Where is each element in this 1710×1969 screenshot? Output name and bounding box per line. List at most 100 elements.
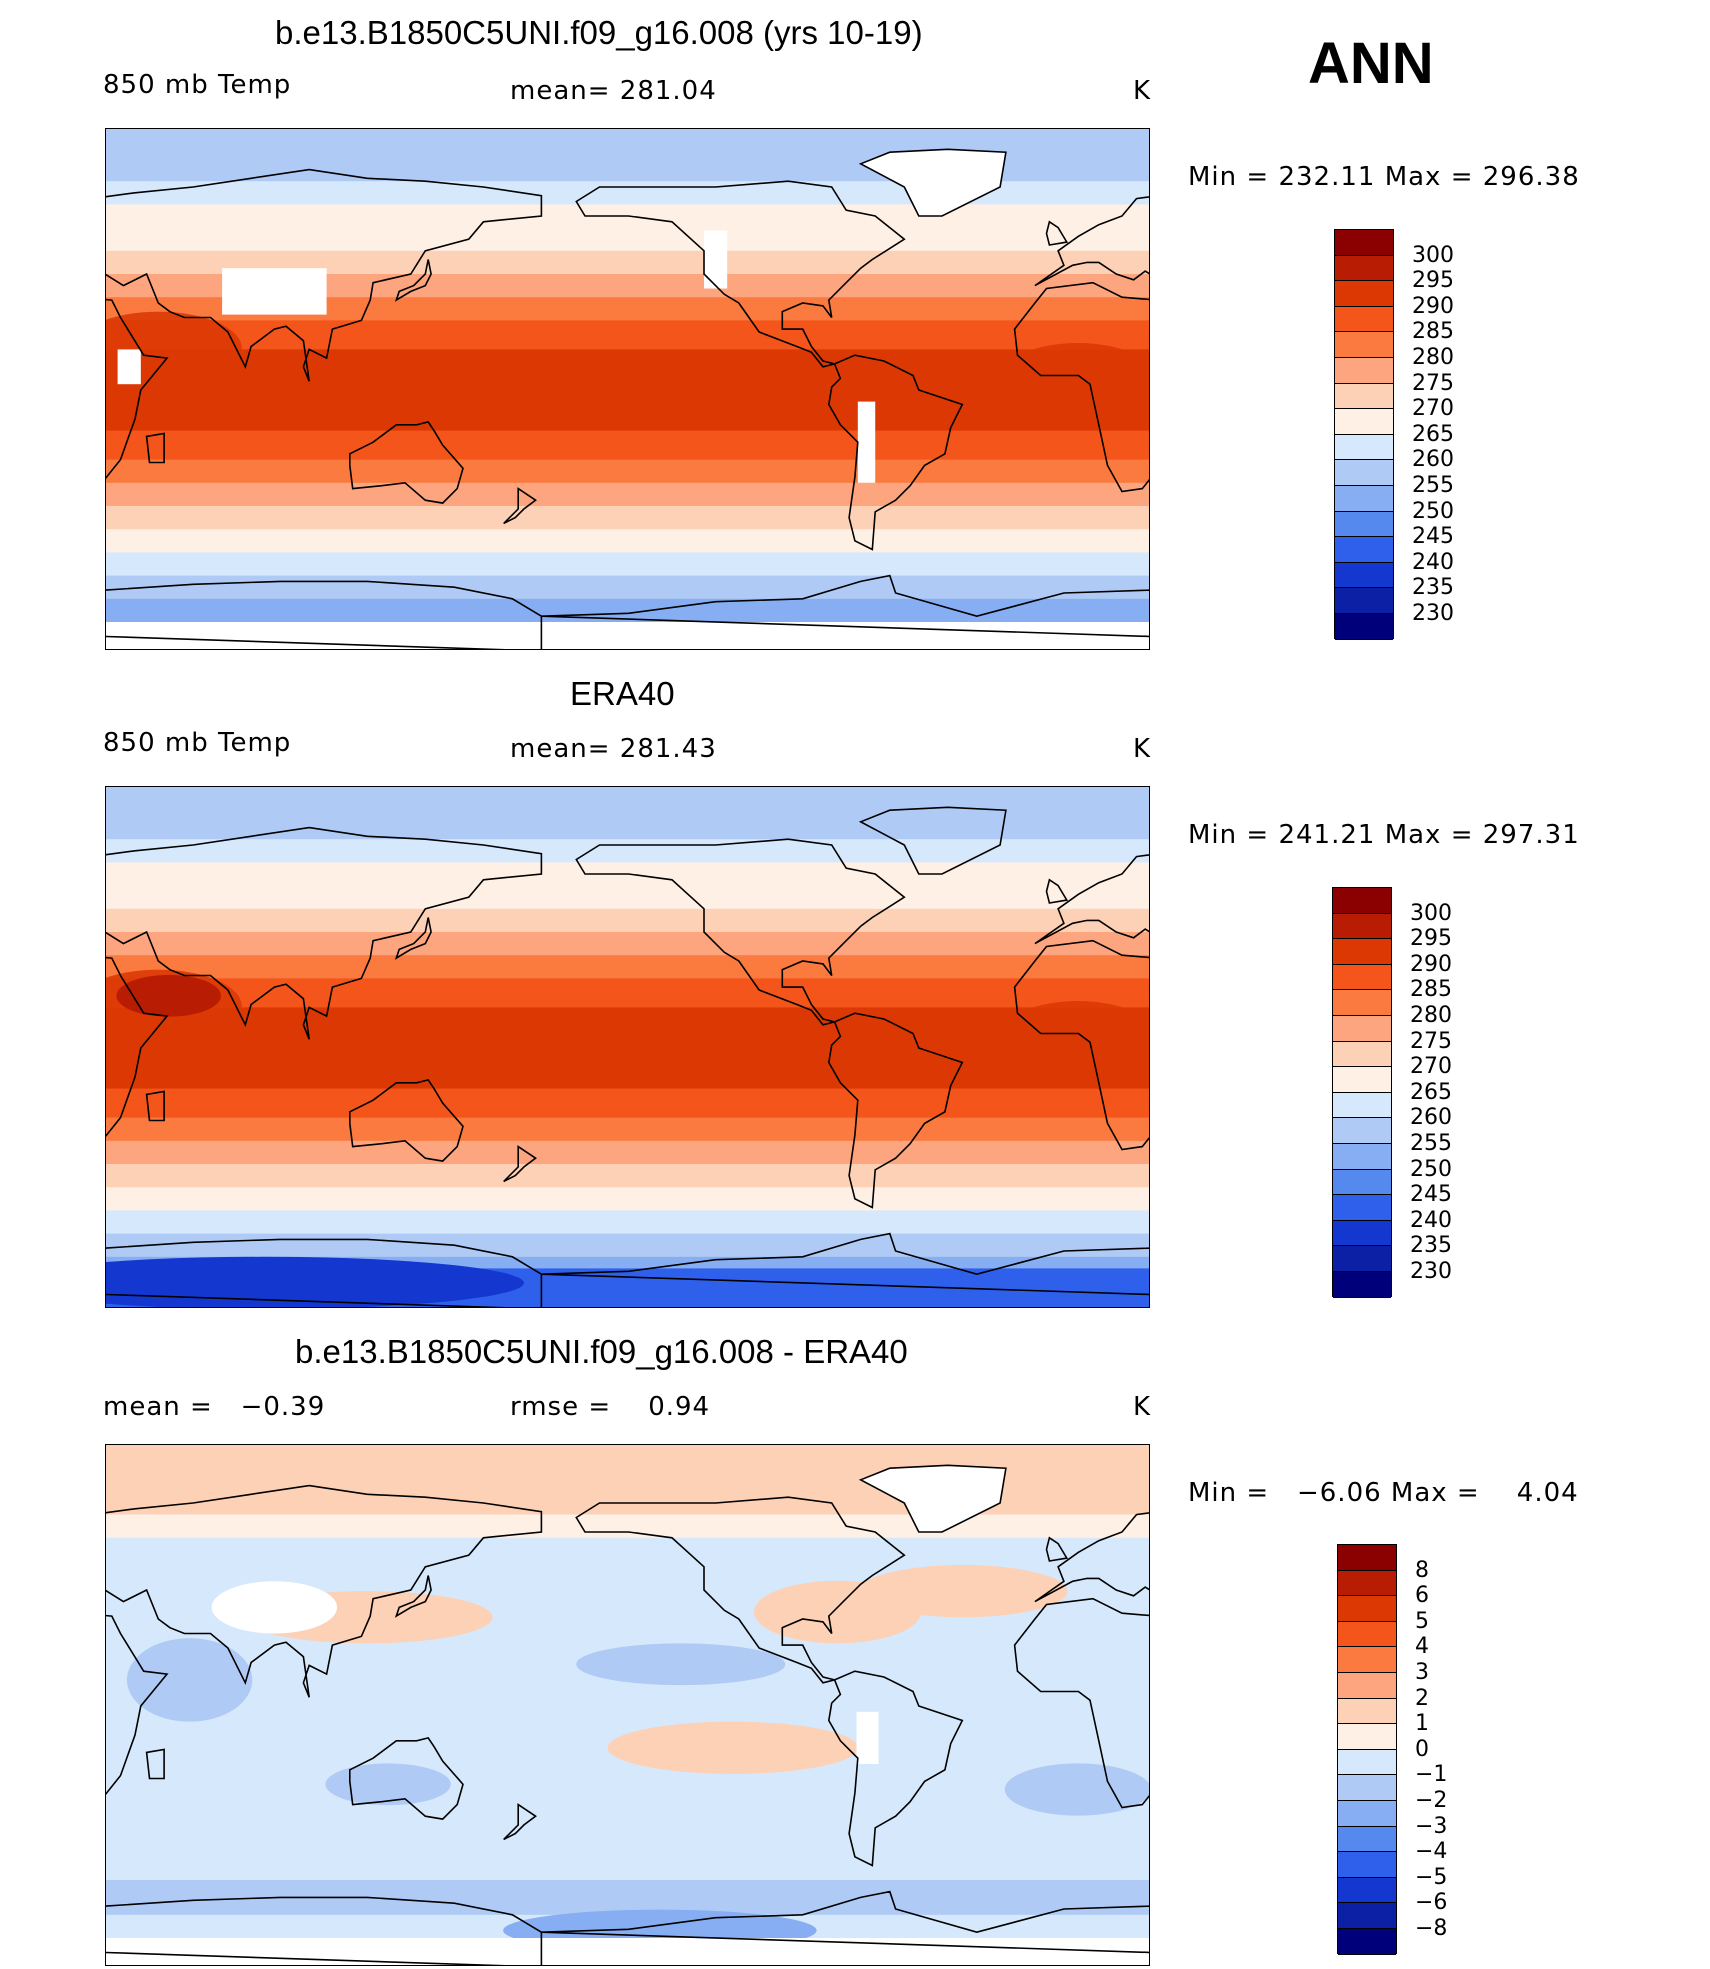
colorbar-swatch bbox=[1333, 1272, 1391, 1298]
colorbar-label: 295 bbox=[1412, 268, 1454, 294]
coastline-australia bbox=[349, 420, 464, 504]
colorbar-label: 5 bbox=[1415, 1608, 1429, 1634]
colorbar-swatch bbox=[1338, 1545, 1396, 1571]
panel-3-mean-label: mean = −0.39 bbox=[103, 1392, 326, 1422]
coastline-namerica bbox=[575, 838, 906, 1026]
panel-1-mean-label: mean= 281.04 bbox=[510, 76, 717, 106]
colorbar-label: 245 bbox=[1410, 1182, 1452, 1208]
coastline-africa bbox=[1013, 939, 1149, 1151]
colorbar-label: −6 bbox=[1415, 1890, 1448, 1916]
colorbar-swatch bbox=[1333, 939, 1391, 965]
colorbar-label: 285 bbox=[1410, 977, 1452, 1003]
colorbar-label: 270 bbox=[1412, 396, 1454, 422]
coastline-africa bbox=[1013, 1597, 1149, 1809]
colorbar-swatch bbox=[1338, 1621, 1396, 1648]
colorbar-label: 275 bbox=[1410, 1028, 1452, 1054]
coastline-greenland bbox=[858, 1464, 1007, 1533]
coastline-antarctica-wrap2 bbox=[106, 1238, 543, 1307]
colorbar-swatch bbox=[1333, 1169, 1391, 1196]
colorbar-swatch bbox=[1333, 990, 1391, 1016]
panel-3-map bbox=[105, 1444, 1150, 1966]
colorbar-swatch bbox=[1335, 511, 1393, 538]
coastlines bbox=[106, 1464, 1149, 1965]
colorbar-label: 265 bbox=[1412, 421, 1454, 447]
colorbar-swatch bbox=[1333, 1220, 1391, 1247]
coastline-uk bbox=[1045, 878, 1069, 904]
coastline-africa-wrap2 bbox=[106, 956, 169, 1138]
colorbar-swatch bbox=[1338, 1749, 1396, 1776]
panel-2-units: K bbox=[1133, 734, 1152, 764]
colorbar-label: 275 bbox=[1412, 370, 1454, 396]
coastline-antarctica bbox=[541, 1890, 1149, 1954]
colorbar-swatch bbox=[1333, 1016, 1391, 1042]
colorbar-label: 290 bbox=[1412, 293, 1454, 319]
colorbar-swatch bbox=[1335, 486, 1393, 512]
coastline-antarctica bbox=[541, 1232, 1149, 1296]
colorbar-label: 300 bbox=[1410, 900, 1452, 926]
coastlines bbox=[106, 148, 1149, 649]
panel-3-min-max: Min = −6.06 Max = 4.04 bbox=[1188, 1478, 1579, 1508]
colorbar-label: 255 bbox=[1412, 473, 1454, 498]
colorbar-swatch bbox=[1333, 1195, 1391, 1221]
colorbar-label: 250 bbox=[1412, 498, 1454, 524]
colorbar-swatch bbox=[1338, 1647, 1396, 1673]
colorbar-swatch bbox=[1335, 230, 1393, 256]
colorbar-swatch bbox=[1333, 1144, 1391, 1170]
colorbar-label: 290 bbox=[1410, 951, 1452, 977]
panel-1-title: b.e13.B1850C5UNI.f09_g16.008 (yrs 10-19) bbox=[275, 14, 923, 51]
colorbar-swatch bbox=[1335, 434, 1393, 461]
colorbar-label: 260 bbox=[1412, 447, 1454, 473]
colorbar-swatch bbox=[1333, 1246, 1391, 1272]
colorbar-swatch bbox=[1335, 358, 1393, 384]
panel-1-min-max: Min = 232.11 Max = 296.38 bbox=[1188, 162, 1580, 192]
panel-2-mean-label: mean= 281.43 bbox=[510, 734, 717, 764]
panel-2-map bbox=[105, 786, 1150, 1308]
coastlines bbox=[106, 806, 1149, 1307]
coastline-australia bbox=[349, 1078, 464, 1162]
colorbar-label: 240 bbox=[1410, 1207, 1452, 1233]
coastline-japan bbox=[394, 259, 432, 302]
coastline-africa-wrap2 bbox=[106, 298, 169, 480]
colorbar-swatch bbox=[1335, 306, 1393, 333]
colorbar-swatches bbox=[1337, 1544, 1397, 1955]
colorbar-swatch bbox=[1338, 1673, 1396, 1699]
coastline-namerica bbox=[575, 1496, 906, 1684]
coastline-antarctica-wrap2 bbox=[106, 1896, 543, 1965]
colorbar-swatches bbox=[1334, 229, 1394, 640]
colorbar-label: 2 bbox=[1415, 1685, 1429, 1711]
colorbar-label: 255 bbox=[1410, 1131, 1452, 1156]
panel-3-title: b.e13.B1850C5UNI.f09_g16.008 - ERA40 bbox=[295, 1333, 908, 1370]
colorbar-label: 260 bbox=[1410, 1105, 1452, 1131]
colorbar-label: −3 bbox=[1415, 1813, 1448, 1839]
season-label: ANN bbox=[1308, 31, 1434, 96]
colorbar-label: 245 bbox=[1412, 524, 1454, 550]
colorbar-swatch bbox=[1333, 913, 1391, 940]
colorbar-swatch bbox=[1338, 1929, 1396, 1955]
coastline-australia bbox=[349, 1736, 464, 1820]
colorbar-label: −8 bbox=[1415, 1916, 1448, 1941]
colorbar-label: 235 bbox=[1412, 575, 1454, 601]
map-field bbox=[106, 1445, 1149, 1965]
coastline-antarctica bbox=[541, 574, 1149, 638]
colorbar-swatch bbox=[1338, 1775, 1396, 1801]
coastline-samerica bbox=[827, 1670, 964, 1867]
colorbar-label: 300 bbox=[1412, 242, 1454, 268]
colorbar-label: 0 bbox=[1415, 1736, 1429, 1762]
panel-3-units: K bbox=[1133, 1392, 1152, 1422]
colorbar-swatch bbox=[1338, 1852, 1396, 1878]
coastline-nz bbox=[503, 1803, 537, 1841]
coastline-japan bbox=[394, 1575, 432, 1618]
colorbar-swatch bbox=[1335, 460, 1393, 486]
colorbar-swatch bbox=[1333, 1092, 1391, 1119]
panel-2-map-svg bbox=[106, 787, 1149, 1307]
coastline-madagascar bbox=[145, 1748, 165, 1780]
colorbar-swatch bbox=[1338, 1698, 1396, 1725]
colorbar-swatch bbox=[1338, 1596, 1396, 1622]
coastline-eurasia-wrap2 bbox=[106, 826, 543, 1040]
colorbar-swatch bbox=[1338, 1801, 1396, 1827]
panel-1-map-svg bbox=[106, 129, 1149, 649]
panel-1-units: K bbox=[1133, 76, 1152, 106]
colorbar-swatch bbox=[1338, 1826, 1396, 1853]
colorbar-label: 8 bbox=[1415, 1557, 1429, 1583]
colorbar-label: 6 bbox=[1415, 1583, 1429, 1609]
